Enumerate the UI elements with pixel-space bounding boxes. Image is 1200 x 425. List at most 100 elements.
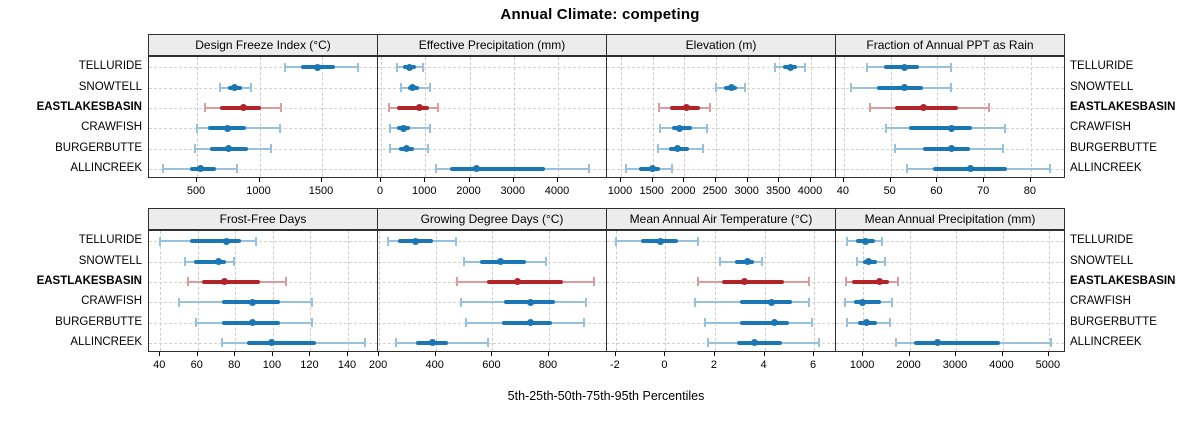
median-dot — [412, 237, 420, 245]
x-axis-caption: 5th-25th-50th-75th-95th Percentiles — [507, 389, 705, 403]
whisker-cap — [463, 257, 466, 266]
gridline-vertical — [665, 231, 667, 351]
site-label-right: SNOWTELL — [1070, 80, 1134, 93]
whisker-cap — [844, 297, 847, 307]
whisker-cap — [1004, 123, 1007, 133]
whisker-cap — [159, 236, 162, 246]
whisker-cap — [656, 144, 659, 153]
site-label-right: TELLURIDE — [1070, 234, 1134, 247]
site-label-left: EASTLAKESBASIN — [36, 274, 142, 287]
axis-tick — [664, 352, 666, 356]
interquartile-bar-25th-75th — [194, 259, 226, 264]
gridline-horizontal — [378, 107, 606, 109]
site-label-left: EASTLAKESBASIN — [36, 100, 142, 113]
median-dot — [222, 237, 230, 245]
whisker-cap — [817, 338, 820, 348]
whisker-cap — [743, 83, 746, 92]
gridline-vertical — [259, 57, 261, 177]
whisker-cap — [694, 297, 697, 307]
whisker-cap — [279, 103, 282, 113]
axis-tick-label: 2000 — [896, 359, 921, 371]
site-label-right: EASTLAKESBASIN — [1070, 100, 1176, 113]
median-dot — [865, 258, 873, 265]
median-dot — [197, 165, 205, 173]
axis-tick-label: 6 — [809, 359, 817, 371]
whisker-cap — [456, 277, 458, 287]
axis-tick-label: 4000 — [544, 185, 570, 197]
axis-tick-label: 60 — [930, 185, 943, 197]
whisker-cap — [880, 236, 883, 246]
whisker-cap — [388, 144, 391, 153]
median-dot — [248, 298, 256, 306]
median-dot — [224, 145, 232, 152]
panel-body — [148, 56, 378, 178]
median-dot — [514, 278, 522, 286]
median-dot — [220, 278, 228, 286]
axis-tick — [347, 352, 348, 356]
median-dot — [313, 63, 321, 71]
whisker-cap — [715, 83, 717, 92]
median-dot — [649, 165, 657, 173]
axis-tick — [196, 178, 197, 182]
whisker-cap — [696, 236, 699, 246]
axis-tick-label: 40 — [153, 359, 166, 371]
gridline-horizontal — [836, 261, 1064, 263]
gridline-horizontal — [836, 322, 1064, 324]
gridline-horizontal — [378, 241, 606, 243]
median-dot — [947, 145, 955, 152]
site-label-right: BURGERBUTTE — [1070, 315, 1157, 328]
whisker-cap — [856, 257, 858, 266]
gridline-horizontal — [607, 148, 835, 150]
whisker-cap — [203, 103, 206, 113]
gridline-horizontal — [378, 87, 606, 89]
gridline-vertical — [890, 57, 892, 177]
whisker-cap — [950, 83, 953, 92]
whisker-cap — [884, 257, 887, 266]
gridline-horizontal — [378, 342, 606, 344]
median-dot — [429, 339, 437, 347]
whisker-cap — [435, 164, 438, 174]
gridline-vertical — [310, 231, 312, 351]
axis-tick — [1001, 352, 1003, 356]
interquartile-bar-25th-75th — [914, 340, 1001, 345]
panel-strip: Growing Degree Days (°C) — [377, 208, 607, 230]
whisker-cap — [183, 257, 186, 266]
interquartile-bar-25th-75th — [246, 340, 317, 345]
gridline-horizontal — [149, 87, 377, 89]
site-label-left: SNOWTELL — [78, 80, 142, 93]
gridline-vertical — [435, 231, 437, 351]
median-dot — [858, 298, 866, 306]
axis-tick-label: 600 — [482, 359, 501, 371]
whisker-cap — [593, 277, 596, 287]
whisker-cap — [773, 62, 776, 72]
panel-strip: Fraction of Annual PPT as Rain — [835, 34, 1065, 56]
gridline-horizontal — [607, 67, 835, 69]
gridline-vertical — [1048, 231, 1050, 351]
median-dot — [743, 258, 751, 265]
axis-tick — [468, 178, 470, 182]
gridline-vertical — [348, 231, 349, 351]
whisker-cap — [890, 297, 893, 307]
gridline-vertical — [956, 231, 957, 351]
panel-body — [606, 230, 836, 352]
axis-tick — [763, 352, 765, 356]
whisker-cap — [426, 144, 429, 153]
whisker-cap — [283, 62, 286, 72]
median-dot — [770, 319, 778, 326]
axis-tick-label: 1000 — [246, 185, 271, 197]
panel-strip: Design Freeze Index (°C) — [148, 34, 378, 56]
gridline-horizontal — [607, 168, 835, 170]
median-dot — [239, 104, 247, 112]
whisker-cap — [386, 236, 389, 246]
gridline-vertical — [381, 57, 382, 177]
axis-tick — [548, 352, 549, 356]
whisker-cap — [950, 62, 953, 72]
gridline-horizontal — [378, 148, 606, 150]
axis-tick — [271, 352, 273, 356]
whisker-cap — [718, 257, 721, 266]
site-label-left: TELLURIDE — [78, 234, 142, 247]
gridline-vertical — [197, 231, 199, 351]
whisker-cap — [1048, 164, 1051, 174]
median-dot — [682, 104, 690, 112]
whisker-cap — [868, 103, 871, 113]
